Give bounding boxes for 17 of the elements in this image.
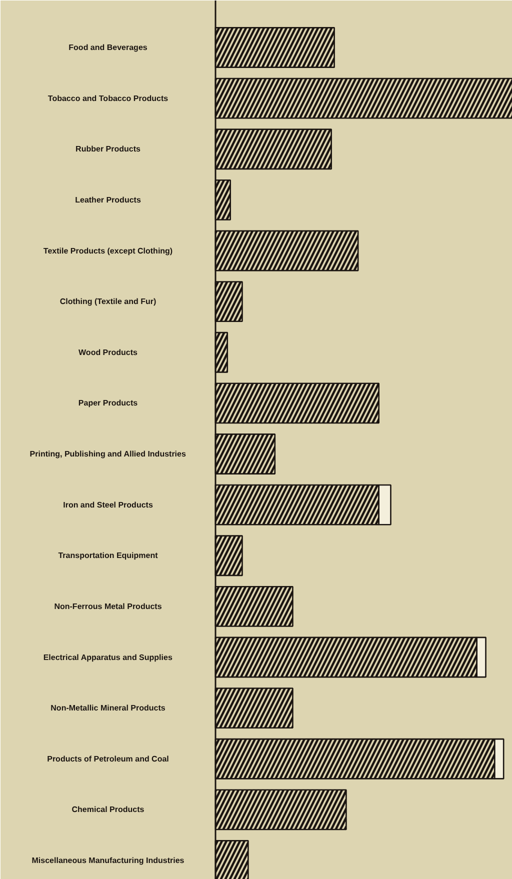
y-tick-label: Paper Products [78,398,138,408]
y-tick-label: Non-Metallic Mineral Products [50,704,166,713]
y-tick-label: Chemical Products [72,805,145,814]
y-tick-label: Non-Ferrous Metal Products [54,602,162,611]
y-tick-label: Iron and Steel Products [63,500,154,510]
y-tick-label: Textile Products (except Clothing) [43,246,173,256]
y-tick-label: Transportation Equipment [58,551,158,560]
y-tick-label: Products of Petroleum and Coal [47,754,169,764]
y-tick-label: Printing, Publishing and Allied Industries [30,450,186,458]
y-tick-label: Tobacco and Tobacco Products [48,94,169,103]
y-tick-label: Miscellaneous Manufacturing Industries [32,856,185,865]
y-tick-label: Electrical Apparatus and Supplies [43,652,173,662]
y-tick-label: Rubber Products [76,144,141,154]
y-tick-label: Food and Beverages [68,43,148,52]
y-tick-label: Clothing (Textile and Fur) [60,297,156,306]
y-tick-label: Wood Products [78,348,138,357]
y-tick-label: Leather Products [75,195,142,204]
